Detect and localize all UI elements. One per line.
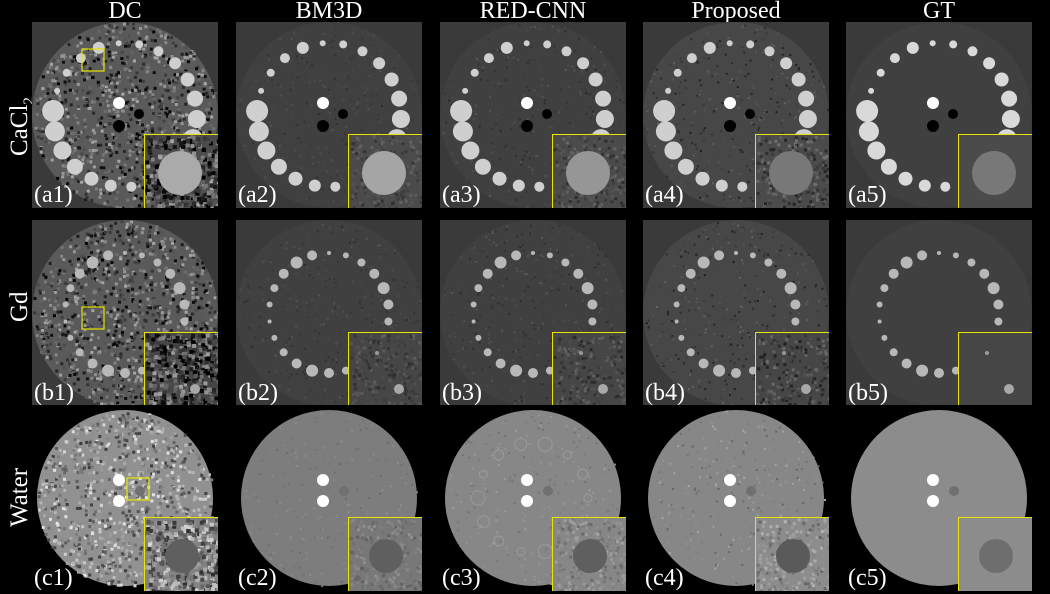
- ct-reconstruction: [32, 22, 218, 208]
- column-title-red-cnn: RED-CNN: [479, 0, 587, 24]
- image-panel-a2: (a2): [236, 22, 422, 208]
- image-panel-c5: (c5): [846, 405, 1032, 591]
- image-panel-b5: (b5): [846, 220, 1032, 406]
- panel-tag: (a2): [238, 182, 277, 208]
- panel-tag: (b2): [238, 380, 278, 406]
- image-panel-a4: (a4): [643, 22, 829, 208]
- panel-tag: (b3): [442, 380, 482, 406]
- zoom-inset: [958, 517, 1032, 591]
- zoom-inset: [144, 134, 218, 208]
- zoom-inset: [755, 134, 829, 208]
- zoom-inset: [958, 134, 1032, 208]
- image-panel-a1: (a1): [32, 22, 218, 208]
- panel-tag: (c4): [645, 565, 684, 591]
- column-title-gt: GT: [923, 0, 955, 24]
- zoom-inset: [144, 332, 218, 406]
- zoom-inset: [348, 134, 422, 208]
- image-panel-c1: (c1): [32, 405, 218, 591]
- panel-tag: (b5): [848, 380, 888, 406]
- zoom-inset: [348, 517, 422, 591]
- image-panel-b4: (b4): [643, 220, 829, 406]
- image-panel-c3: (c3): [440, 405, 626, 591]
- image-panel-b1: (b1): [32, 220, 218, 406]
- zoom-inset: [552, 332, 626, 406]
- panel-tag: (a1): [34, 182, 73, 208]
- image-panel-b3: (b3): [440, 220, 626, 406]
- panel-tag: (a5): [848, 182, 887, 208]
- zoom-inset: [144, 517, 218, 591]
- row-label-water: Water: [6, 467, 33, 527]
- zoom-inset: [552, 517, 626, 591]
- ct-reconstruction: [440, 220, 626, 406]
- panel-tag: (c3): [442, 565, 481, 591]
- panel-tag: (a4): [645, 182, 684, 208]
- image-panel-a5: (a5): [846, 22, 1032, 208]
- column-title-dc: DC: [108, 0, 142, 24]
- column-title-bm3d: BM3D: [295, 0, 363, 24]
- panel-tag: (b4): [645, 380, 685, 406]
- image-panel-b2: (b2): [236, 220, 422, 406]
- column-title-proposed: Proposed: [691, 0, 781, 24]
- image-panel-c2: (c2): [236, 405, 422, 591]
- panel-tag: (c5): [848, 565, 887, 591]
- ct-reconstruction: [440, 405, 626, 591]
- panel-tag: (a3): [442, 182, 481, 208]
- image-panel-a3: (a3): [440, 22, 626, 208]
- ct-reconstruction: [846, 220, 1032, 406]
- zoom-inset: [348, 332, 422, 406]
- panel-tag: (c1): [34, 565, 73, 591]
- zoom-inset: [552, 134, 626, 208]
- panel-tag: (b1): [34, 380, 74, 406]
- zoom-inset: [755, 517, 829, 591]
- panel-tag: (c2): [238, 565, 277, 591]
- row-label-gd: Gd: [6, 291, 33, 322]
- zoom-inset: [755, 332, 829, 406]
- zoom-inset: [958, 332, 1032, 406]
- image-panel-c4: (c4): [643, 405, 829, 591]
